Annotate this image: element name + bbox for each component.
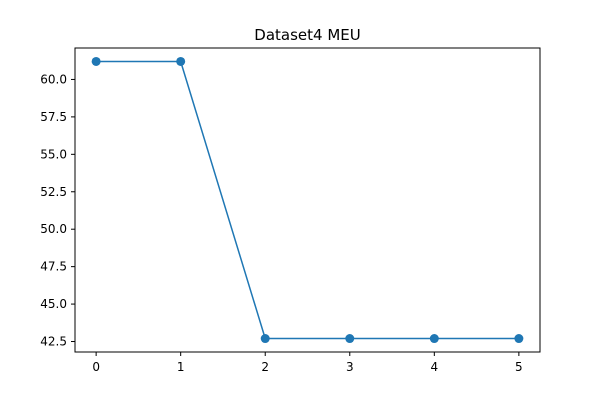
data-point	[91, 56, 101, 66]
axes-frame	[74, 47, 541, 353]
y-tick-label: 45.0	[40, 297, 67, 311]
y-tick-label: 47.5	[40, 260, 67, 274]
data-point	[260, 334, 270, 344]
axes: 0 1 2 3 4 5 42.5 45.0 47.5 50.0 52.5 55.0 57.5 60.0	[40, 47, 541, 374]
data-point	[514, 334, 524, 344]
data-point	[429, 334, 439, 344]
y-tick-label: 52.5	[40, 185, 67, 199]
y-tick-label: 42.5	[40, 335, 67, 349]
y-tick-label: 50.0	[40, 222, 67, 236]
chart-title: Dataset4 MEU	[254, 26, 360, 44]
x-tick-label: 5	[515, 360, 523, 374]
plot-area	[91, 56, 524, 344]
x-tick-label: 2	[261, 360, 269, 374]
y-tick-label: 60.0	[40, 72, 67, 86]
x-tick-label: 1	[177, 360, 185, 374]
series-line	[96, 60, 519, 340]
x-tick-label: 3	[346, 360, 354, 374]
data-point	[345, 334, 355, 344]
y-tick-label: 57.5	[40, 110, 67, 124]
data-point	[176, 56, 186, 66]
y-tick-label: 55.0	[40, 147, 67, 161]
x-tick-label: 4	[430, 360, 438, 374]
x-tick-label: 0	[92, 360, 100, 374]
